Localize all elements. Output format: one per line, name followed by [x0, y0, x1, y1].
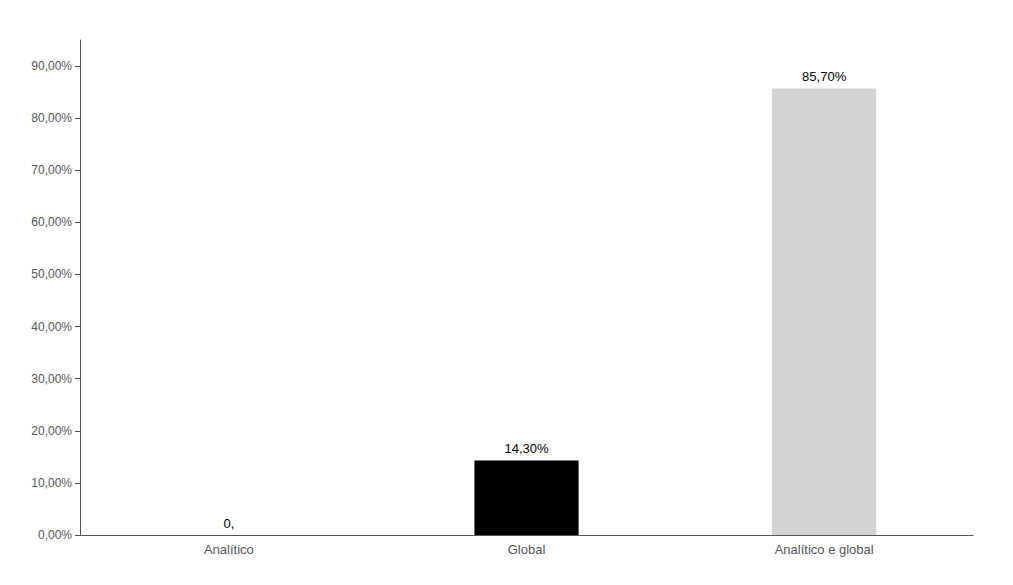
svg-text:85,70%: 85,70% — [802, 69, 847, 84]
svg-text:70,00%: 70,00% — [31, 163, 72, 177]
svg-text:Analítico: Analítico — [204, 542, 254, 557]
svg-text:10,00%: 10,00% — [31, 476, 72, 490]
svg-text:40,00%: 40,00% — [31, 320, 72, 334]
svg-text:80,00%: 80,00% — [31, 111, 72, 125]
svg-text:60,00%: 60,00% — [31, 215, 72, 229]
svg-text:Global: Global — [508, 542, 546, 557]
svg-text:Analítico e global: Analítico e global — [775, 542, 874, 557]
svg-text:50,00%: 50,00% — [31, 267, 72, 281]
svg-text:30,00%: 30,00% — [31, 372, 72, 386]
svg-text:0,00%: 0,00% — [38, 528, 72, 542]
svg-text:0,: 0, — [223, 516, 234, 531]
svg-text:90,00%: 90,00% — [31, 59, 72, 73]
svg-text:14,30%: 14,30% — [504, 441, 549, 456]
svg-text:20,00%: 20,00% — [31, 424, 72, 438]
